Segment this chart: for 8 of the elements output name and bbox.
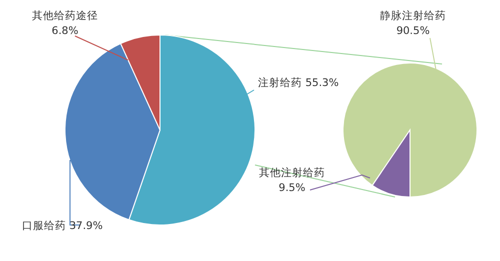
slice-label: 其他给药途径: [32, 9, 98, 22]
data-label: 90.5%: [396, 25, 430, 37]
slice-label: 其他注射给药: [259, 166, 325, 179]
slice-label: 注射给药 55.3%: [258, 76, 339, 89]
data-label: 6.8%: [52, 25, 78, 37]
data-label: 9.5%: [278, 182, 306, 194]
slice-label: 静脉注射给药: [380, 9, 446, 22]
slice-label: 口服给药 37.9%: [22, 219, 103, 232]
